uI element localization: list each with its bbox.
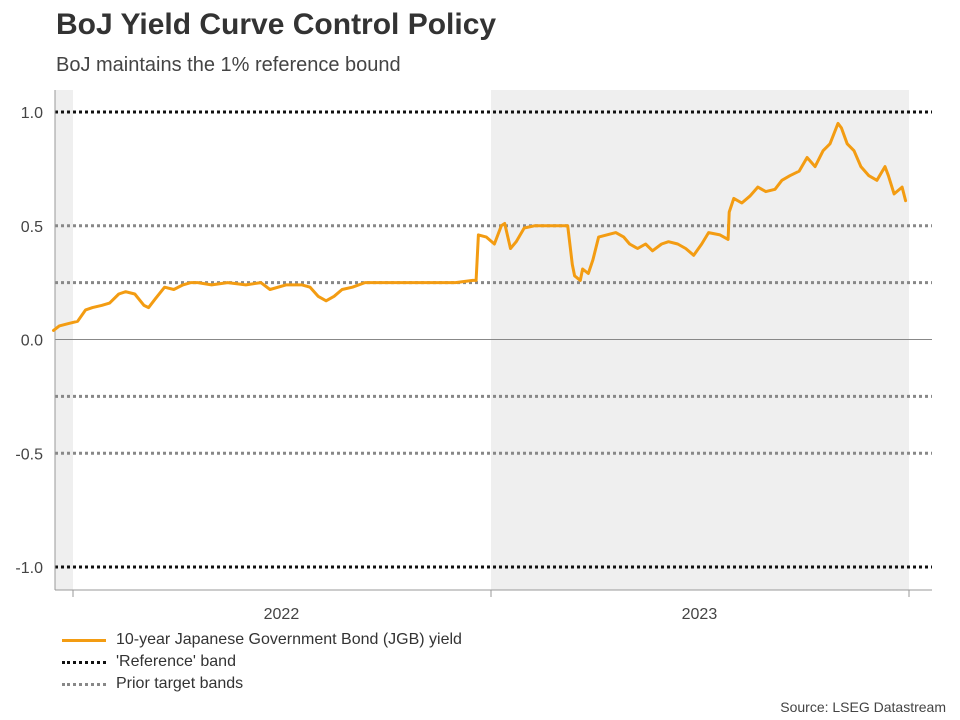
jgb-yield-line <box>52 121 908 332</box>
x-tick-label: 2023 <box>682 606 718 623</box>
legend-item-yield: 10-year Japanese Government Bond (JGB) y… <box>62 629 462 651</box>
legend-label-reference-band: 'Reference' band <box>116 653 236 670</box>
legend-label-yield: 10-year Japanese Government Bond (JGB) y… <box>116 631 462 648</box>
x-tick-label: 2022 <box>264 606 300 623</box>
y-tick-label: -0.5 <box>15 446 43 463</box>
y-tick-label: 0.0 <box>21 333 43 350</box>
legend-item-prior-bands: Prior target bands <box>62 673 462 695</box>
legend-label-prior-bands: Prior target bands <box>116 675 244 692</box>
legend: 10-year Japanese Government Bond (JGB) y… <box>62 629 462 695</box>
legend-swatch-yield <box>62 638 106 642</box>
y-tick-label: 0.5 <box>21 219 43 236</box>
chart-title: BoJ Yield Curve Control Policy <box>56 8 497 41</box>
source-note: Source: LSEG Datastream <box>780 699 946 715</box>
legend-item-reference-band: 'Reference' band <box>62 651 462 673</box>
legend-swatch-prior-bands <box>62 682 106 686</box>
legend-swatch-reference-band <box>62 660 106 664</box>
y-tick-label: -1.0 <box>15 560 43 577</box>
y-tick-label: 1.0 <box>21 105 43 122</box>
chart-subtitle: BoJ maintains the 1% reference bound <box>56 54 401 76</box>
